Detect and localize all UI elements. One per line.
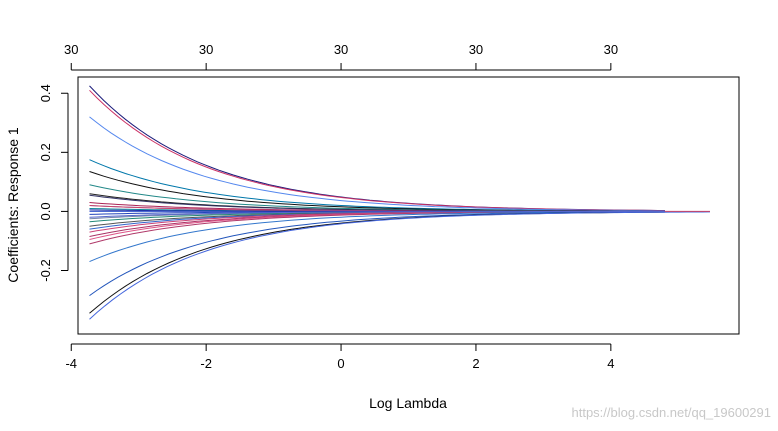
top-tick-label: 30 — [64, 42, 78, 57]
y-axis-title: Coefficients: Response 1 — [5, 127, 21, 283]
coefficient-path — [89, 85, 665, 211]
x-axis: -4 -2 0 2 4 — [65, 343, 614, 371]
y-tick-label: 0.0 — [38, 202, 53, 220]
y-tick-label: 0.2 — [38, 143, 53, 161]
x-tick-label: 2 — [472, 356, 479, 371]
x-tick-label: 4 — [607, 356, 614, 371]
y-axis: -0.2 0.0 0.2 0.4 — [38, 84, 69, 282]
coefficient-path — [89, 171, 665, 212]
top-tick-label: 30 — [469, 42, 483, 57]
plot-frame — [77, 76, 740, 335]
coefficient-path — [89, 211, 711, 320]
top-tick-label: 30 — [604, 42, 618, 57]
y-tick-label: -0.2 — [38, 259, 53, 281]
top-tick-label: 30 — [199, 42, 213, 57]
x-tick-label: -2 — [200, 356, 212, 371]
y-tick-label: 0.4 — [38, 84, 53, 102]
coefficient-path — [89, 211, 665, 218]
top-tick-label: 30 — [334, 42, 348, 57]
x-axis-title: Log Lambda — [369, 395, 447, 411]
coefficient-path — [89, 211, 665, 263]
x-tick-label: 0 — [337, 356, 344, 371]
coefficient-path — [89, 116, 665, 212]
watermark-text: https://blog.csdn.net/qq_19600291 — [572, 405, 772, 420]
x-tick-label: -4 — [65, 356, 77, 371]
top-axis: 30 30 30 30 30 — [64, 42, 618, 71]
series-lines — [89, 85, 711, 320]
